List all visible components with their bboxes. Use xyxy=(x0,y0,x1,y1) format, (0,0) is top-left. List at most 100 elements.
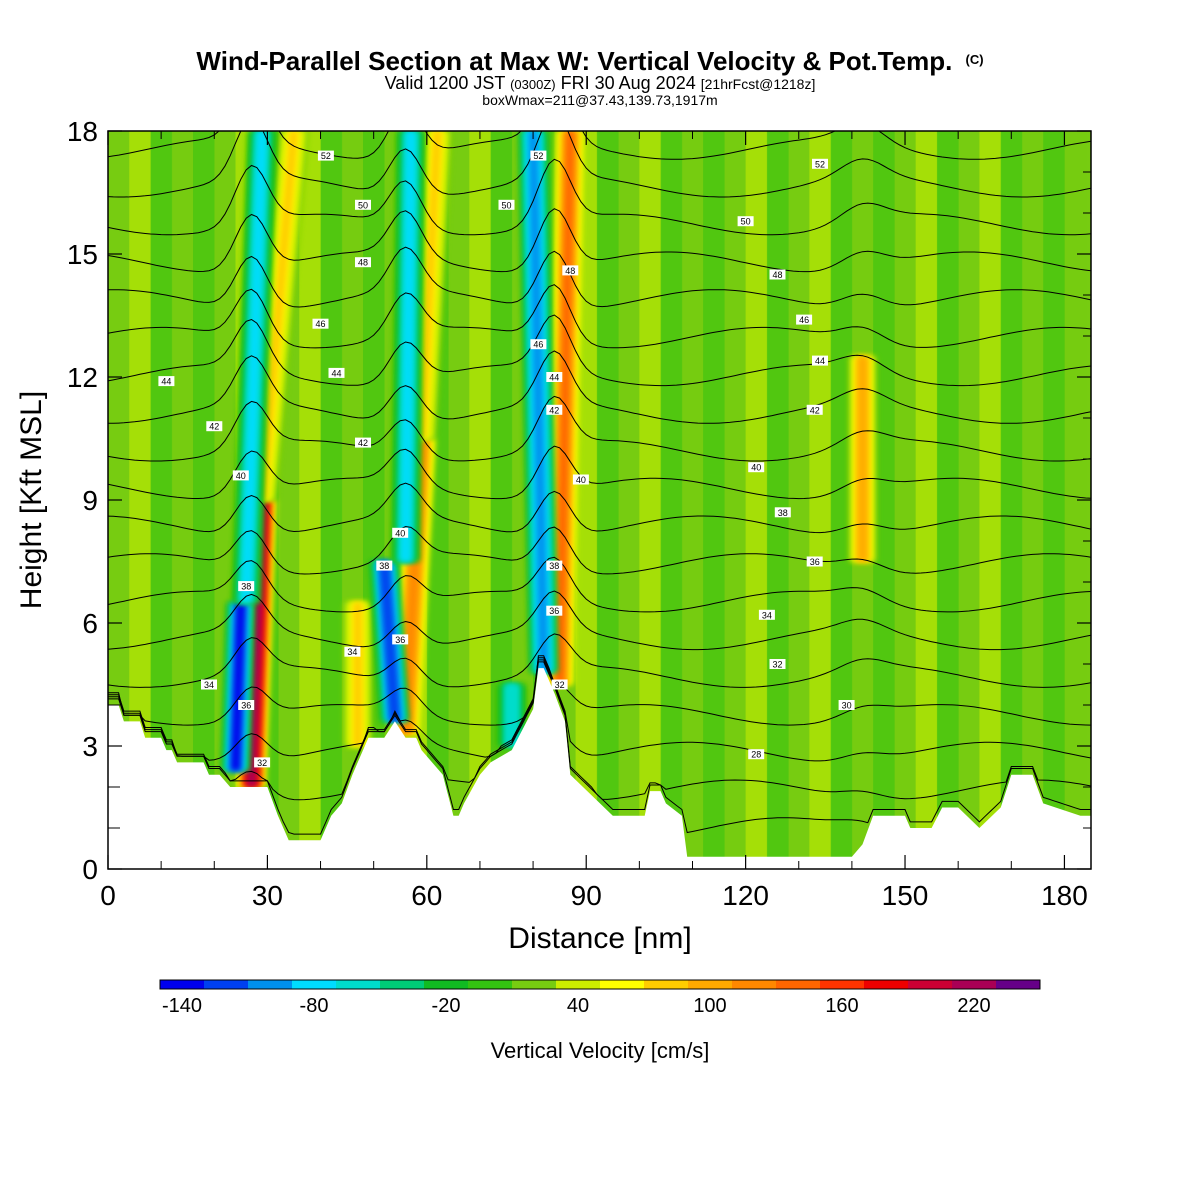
theta-contour-label: 38 xyxy=(238,581,255,592)
theta-contour-line xyxy=(108,131,1091,198)
contour-label-text: 42 xyxy=(358,438,368,448)
contour-label-text: 34 xyxy=(347,647,357,657)
field-band xyxy=(979,131,1002,869)
y-tick-label: 15 xyxy=(67,239,98,270)
contour-label-text: 52 xyxy=(321,151,331,161)
colorbar xyxy=(159,979,1041,990)
contour-label-text: 30 xyxy=(842,701,852,711)
valid-time: Valid 1200 JST (0300Z) FRI 30 Aug 2024 [… xyxy=(385,73,816,93)
plot-area: 28 30 32 32 32 34 34 34 36 36 36 36 38 38 38 38 40 40 40 40… xyxy=(108,131,1091,869)
y-tick-label: 6 xyxy=(82,608,98,639)
theta-contour-line xyxy=(108,445,1091,500)
theta-contour-label: 52 xyxy=(530,150,547,161)
contour-label-box xyxy=(806,556,823,567)
theta-contour-line xyxy=(108,633,1091,688)
colorbar-swatch xyxy=(424,980,469,989)
x-tick-label: 120 xyxy=(722,880,769,911)
contour-label-box xyxy=(232,470,249,481)
x-tick-label: 180 xyxy=(1041,880,1088,911)
contour-label-text: 40 xyxy=(236,471,246,481)
colorbar-swatch xyxy=(204,980,249,989)
colorbar-swatch xyxy=(160,980,205,989)
contour-label-box xyxy=(328,367,345,378)
field-band xyxy=(745,131,768,869)
theta-contour-line xyxy=(108,284,1091,349)
theta-contour-label: 46 xyxy=(312,318,329,329)
field-band xyxy=(469,131,492,869)
field-band xyxy=(639,131,662,869)
contour-label-box xyxy=(546,404,563,415)
theta-contour-label: 48 xyxy=(355,257,371,268)
updraft-plume xyxy=(257,131,299,500)
theta-contour-label: 44 xyxy=(158,376,175,387)
colorbar-swatch xyxy=(908,980,953,989)
forecast-info: [21hrFcst@1218z] xyxy=(701,76,816,92)
updraft-plume xyxy=(353,602,363,746)
colorbar-label: Vertical Velocity [cm/s] xyxy=(491,1038,710,1063)
contour-label-box xyxy=(758,609,775,620)
contour-label-text: 40 xyxy=(395,528,405,538)
contour-label-text: 40 xyxy=(751,463,761,473)
field-band xyxy=(809,131,832,869)
theta-contour-label: 42 xyxy=(206,421,223,432)
theta-contour-label: 50 xyxy=(355,199,371,210)
contour-label-text: 46 xyxy=(533,340,543,350)
contour-label-box xyxy=(546,372,563,382)
theta-contour-label: 28 xyxy=(748,749,765,760)
valid-time-local: Valid 1200 JST xyxy=(385,73,506,93)
contour-label-box xyxy=(355,199,371,210)
updraft-plume xyxy=(416,131,443,439)
x-axis-label: Distance [nm] xyxy=(508,922,691,955)
x-tick-label: 0 xyxy=(100,880,116,911)
theta-contour-label: 32 xyxy=(551,679,568,690)
colorbar-swatch xyxy=(776,980,821,989)
colorbar-tick-label: 100 xyxy=(693,995,726,1017)
theta-contour-label: 34 xyxy=(758,609,775,620)
y-tick-label: 12 xyxy=(67,362,98,393)
valid-time-utc: (0300Z) xyxy=(510,77,556,92)
colorbar-tick-label: -80 xyxy=(300,995,329,1017)
field-band xyxy=(830,131,853,869)
contour-label-text: 42 xyxy=(549,405,559,415)
field-band xyxy=(703,131,725,869)
x-tick-label: 90 xyxy=(571,880,602,911)
valid-date: FRI 30 Aug 2024 xyxy=(561,73,696,93)
copyright-mark: (C) xyxy=(966,52,984,67)
theta-contour-label: 36 xyxy=(392,634,409,645)
x-tick-label: 150 xyxy=(882,880,929,911)
contour-label-box xyxy=(392,527,409,538)
contour-label-box xyxy=(355,257,371,268)
x-tick-label: 30 xyxy=(252,880,283,911)
theta-contour-label: 38 xyxy=(774,507,791,518)
colorbar-tick-label: 160 xyxy=(825,995,858,1017)
field-band xyxy=(894,131,917,869)
contour-label-box xyxy=(392,634,409,645)
theta-contour-line xyxy=(108,208,1091,273)
contour-label-box xyxy=(238,581,255,592)
theta-contour-line xyxy=(108,556,1091,613)
field-band xyxy=(150,131,173,869)
theta-contour-label: 50 xyxy=(498,199,515,210)
contour-label-text: 38 xyxy=(241,582,251,592)
field-band xyxy=(1043,131,1065,869)
theta-contour-label: 40 xyxy=(232,470,249,481)
downdraft-plume xyxy=(507,684,517,746)
contour-label-text: 44 xyxy=(161,377,171,387)
contour-label-box xyxy=(355,437,371,448)
field-band xyxy=(660,131,683,869)
colorbar-swatch xyxy=(996,980,1041,989)
contour-label-box xyxy=(769,659,786,669)
field-band xyxy=(873,131,895,869)
contour-label-box xyxy=(748,462,765,473)
contour-label-text: 48 xyxy=(358,258,368,268)
contour-label-text: 50 xyxy=(501,200,511,210)
theta-contour-label: 38 xyxy=(546,560,563,571)
colorbar-swatch xyxy=(644,980,689,989)
chart-title-text: Wind-Parallel Section at Max W: Vertical… xyxy=(196,46,952,76)
colorbar-swatch xyxy=(864,980,909,989)
field-band xyxy=(129,131,152,869)
contour-label-text: 38 xyxy=(379,561,389,571)
contour-label-box xyxy=(498,199,515,210)
